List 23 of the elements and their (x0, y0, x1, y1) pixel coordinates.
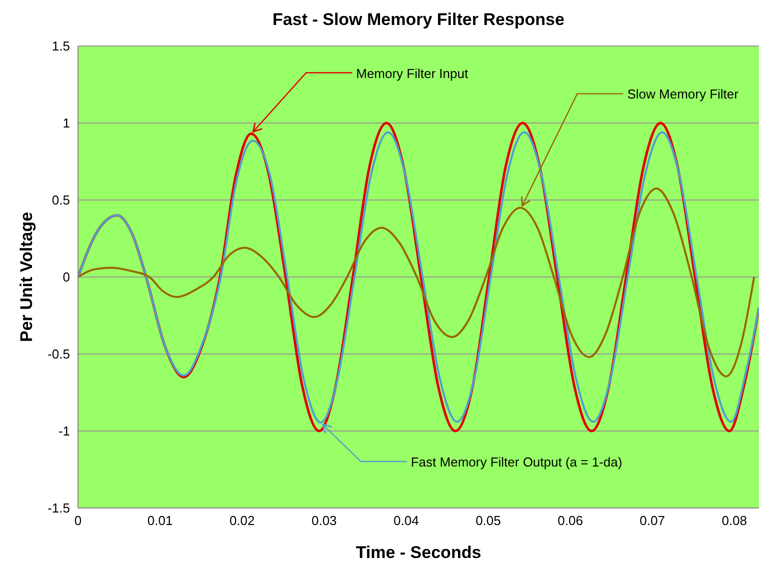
x-axis-title: Time - Seconds (356, 543, 482, 562)
y-tick-label: 0.5 (52, 192, 70, 208)
y-tick-label: -1.5 (48, 500, 70, 516)
y-tick-label: 1 (62, 116, 70, 131)
y-tick-label: -1 (58, 424, 70, 439)
y-tick-label: 1.5 (52, 38, 70, 54)
x-tick-label: 0.04 (394, 513, 419, 528)
x-tick-label: 0 (74, 513, 82, 528)
x-tick-label: 0.05 (476, 513, 501, 528)
x-tick-label: 0.07 (640, 513, 665, 528)
line-series (78, 187, 756, 378)
y-axis-title: Per Unit Voltage (17, 212, 36, 342)
x-tick-label: 0.02 (229, 513, 255, 528)
x-tick-label: 0.01 (147, 513, 173, 528)
annotation: Slow Memory Filter (627, 86, 740, 102)
y-tick-label: 0 (62, 270, 70, 285)
x-tick-label: 0.06 (558, 513, 583, 528)
chart-title: Fast - Slow Memory Filter Response (272, 10, 566, 30)
annotation: Memory Filter Input (356, 66, 468, 81)
x-tick-label: 0.03 (311, 513, 337, 528)
y-tick-label: -0.5 (48, 346, 70, 362)
annotation: Fast Memory Filter Output (a = 1-da) (410, 454, 622, 470)
x-tick-label: 0.08 (722, 513, 748, 528)
